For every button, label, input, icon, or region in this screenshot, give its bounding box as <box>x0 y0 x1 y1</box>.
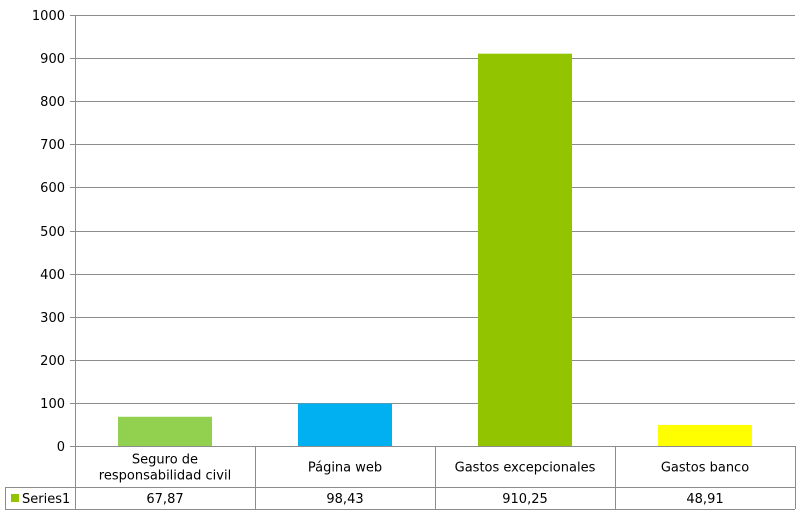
series-name: Series1 <box>22 492 70 507</box>
category-label: Página web <box>308 461 382 476</box>
bar <box>118 416 212 446</box>
y-tick-label: 700 <box>40 138 65 153</box>
y-tick-label: 800 <box>40 95 65 110</box>
y-tick-label: 900 <box>40 52 65 67</box>
value-label: 67,87 <box>146 492 183 507</box>
value-label: 98,43 <box>326 492 363 507</box>
y-tick-label: 1000 <box>32 9 65 24</box>
y-tick-label: 200 <box>40 354 65 369</box>
y-tick-label: 500 <box>40 225 65 240</box>
value-label: 48,91 <box>686 492 723 507</box>
y-tick-label: 300 <box>40 311 65 326</box>
y-tick-label: 400 <box>40 268 65 283</box>
bar <box>658 424 752 446</box>
legend-key <box>11 494 19 502</box>
category-label: Gastos excepcionales <box>455 461 596 476</box>
value-label: 910,25 <box>502 492 548 507</box>
gridlines <box>75 15 795 447</box>
y-tick-label: 600 <box>40 181 65 196</box>
bar <box>298 403 392 446</box>
category-label: Gastos banco <box>661 461 749 476</box>
y-tick-label: 0 <box>57 440 65 455</box>
bars <box>118 53 752 446</box>
bar <box>478 53 572 446</box>
y-axis: 0 100 200 300 400 500 600 700 800 900 1000 <box>32 9 76 509</box>
category-label: responsabilidad civil <box>99 469 231 484</box>
category-label: Seguro de <box>132 453 198 468</box>
y-tick-label: 100 <box>40 397 65 412</box>
